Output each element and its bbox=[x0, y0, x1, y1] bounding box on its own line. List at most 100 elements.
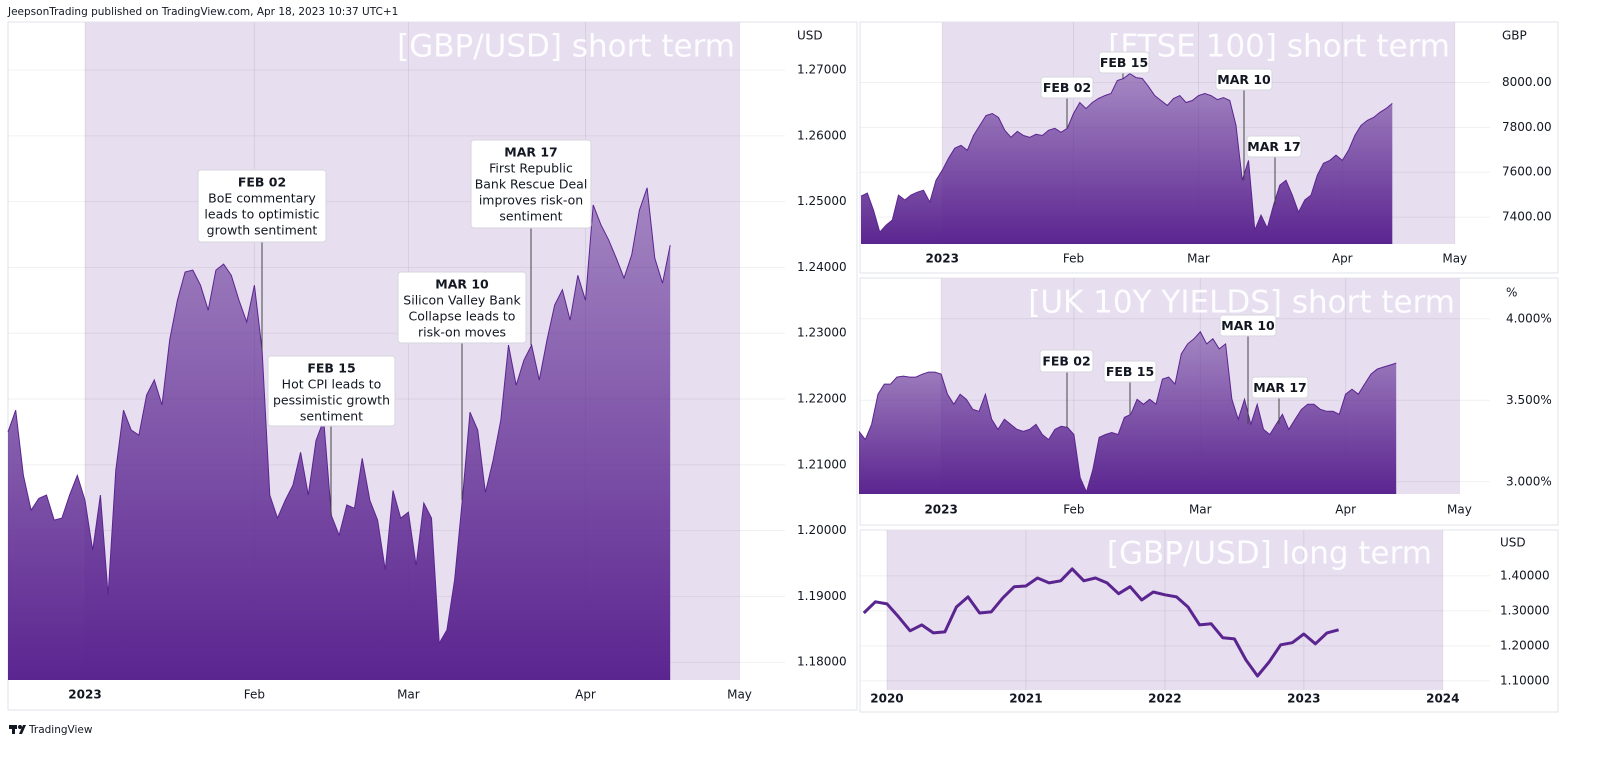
y-tick-label: 1.18000 bbox=[797, 655, 847, 669]
x-tick-label: 2023 bbox=[924, 503, 957, 517]
area-line bbox=[860, 72, 1393, 234]
area-line bbox=[7, 187, 671, 645]
y-tick-label: 1.20000 bbox=[1500, 638, 1550, 652]
area bbox=[859, 331, 1397, 494]
chart-title: [FTSE 100] short term bbox=[1108, 29, 1450, 65]
axis-unit: USD bbox=[1500, 536, 1526, 550]
annotation-date: MAR 17 bbox=[504, 145, 558, 160]
annotation-box bbox=[197, 169, 327, 243]
chart-title: [GBP/USD] short term bbox=[397, 29, 735, 65]
annotation-box bbox=[1103, 360, 1157, 383]
y-tick-label: 3.500% bbox=[1506, 393, 1552, 407]
x-tick-label: Feb bbox=[1063, 252, 1084, 266]
x-tick-label: 2020 bbox=[870, 692, 903, 706]
y-tick-label: 1.22000 bbox=[797, 392, 847, 406]
annotation-text: Silicon Valley Bank bbox=[403, 293, 521, 308]
chart-title: [GBP/USD] long term bbox=[1107, 536, 1432, 572]
x-tick-label: Apr bbox=[1332, 252, 1353, 266]
y-tick-label: 7400.00 bbox=[1502, 210, 1552, 224]
axis-unit: % bbox=[1506, 286, 1517, 300]
annotation-box bbox=[1098, 51, 1150, 74]
y-tick-label: 1.19000 bbox=[797, 589, 847, 603]
annotation-date: FEB 15 bbox=[1100, 55, 1148, 70]
annotation-text: Bank Rescue Deal bbox=[475, 177, 588, 192]
annotation-date: FEB 15 bbox=[307, 361, 355, 376]
annotation-date: MAR 17 bbox=[1253, 380, 1307, 395]
area bbox=[8, 187, 671, 681]
x-tick-label: Mar bbox=[1189, 503, 1212, 517]
y-tick-label: 1.23000 bbox=[797, 326, 847, 340]
annotation-box bbox=[1040, 76, 1094, 99]
x-tick-label: 2023 bbox=[1287, 692, 1320, 706]
x-tick-label: May bbox=[1442, 252, 1467, 266]
chart-panel: 1.10000 1.20000 1.30000 1.40000 USD 2020 2021 2… bbox=[859, 529, 1559, 713]
annotation-text: leads to optimistic bbox=[204, 207, 319, 222]
annotation-text: growth sentiment bbox=[207, 223, 318, 238]
annotation-date: MAR 10 bbox=[435, 277, 489, 292]
y-tick-label: 3.000% bbox=[1506, 474, 1552, 488]
annotation-date: MAR 10 bbox=[1217, 72, 1271, 87]
annotation-text: pessimistic growth bbox=[273, 393, 390, 408]
annotation-box bbox=[267, 355, 396, 427]
y-tick-label: 1.40000 bbox=[1500, 568, 1550, 582]
chart-panel: 3.000%3.500%4.000%%2023 Feb Mar Apr May[UK 1… bbox=[858, 277, 1559, 526]
annotation-text: improves risk-on bbox=[479, 193, 583, 208]
y-tick-label: 7600.00 bbox=[1502, 165, 1552, 179]
annotation-date: FEB 02 bbox=[1043, 80, 1091, 95]
y-tick-label: 1.30000 bbox=[1500, 603, 1550, 617]
x-tick-label: Apr bbox=[575, 688, 596, 702]
highlight-range bbox=[886, 530, 1443, 690]
y-tick-label: 1.20000 bbox=[797, 523, 847, 537]
annotation-date: FEB 02 bbox=[238, 175, 286, 190]
chart-panel: 7400.00 7600.00 7800.00 8000.00 GBP 2023 Feb Ma… bbox=[859, 21, 1559, 274]
y-tick-label: 7800.00 bbox=[1502, 120, 1552, 134]
annotation-box bbox=[1039, 349, 1094, 373]
annotation-box bbox=[1219, 314, 1277, 337]
x-tick-label: 2022 bbox=[1148, 692, 1181, 706]
x-tick-label: Feb bbox=[244, 688, 265, 702]
axis-unit: USD bbox=[797, 29, 823, 43]
y-tick-label: 1.21000 bbox=[797, 457, 847, 471]
annotation-box bbox=[470, 139, 592, 229]
annotation-box bbox=[397, 271, 527, 344]
annotation-text: sentiment bbox=[499, 209, 562, 224]
annotation-text: sentiment bbox=[300, 409, 363, 424]
brand-name: TradingView bbox=[28, 724, 93, 736]
x-tick-label: Mar bbox=[1187, 252, 1210, 266]
y-tick-label: 1.24000 bbox=[797, 260, 847, 274]
x-tick-label: Feb bbox=[1063, 503, 1084, 517]
annotation-text: BoE commentary bbox=[208, 191, 316, 206]
x-tick-label: 2021 bbox=[1009, 692, 1042, 706]
y-tick-label: 4.000% bbox=[1506, 311, 1552, 325]
annotation-date: MAR 17 bbox=[1247, 139, 1301, 154]
x-tick-label: Mar bbox=[397, 688, 420, 702]
publish-header: JeepsonTrading published on TradingView.… bbox=[7, 6, 398, 18]
axis-unit: GBP bbox=[1502, 29, 1527, 43]
x-tick-label: May bbox=[727, 688, 752, 702]
y-tick-label: 1.25000 bbox=[797, 194, 847, 208]
annotation-date: FEB 02 bbox=[1042, 354, 1090, 369]
line bbox=[862, 567, 1339, 678]
annotation-box bbox=[1246, 135, 1302, 158]
area bbox=[861, 73, 1393, 244]
area-line bbox=[858, 330, 1397, 494]
chart-panel: 1.18000 1.19000 1.20000 1.21000 1.22000 1.230… bbox=[7, 21, 858, 711]
y-tick-label: 8000.00 bbox=[1502, 75, 1552, 89]
annotation-text: risk-on moves bbox=[418, 325, 506, 340]
y-tick-label: 1.27000 bbox=[797, 63, 847, 77]
annotation-box bbox=[1215, 68, 1273, 91]
annotation-text: Hot CPI leads to bbox=[282, 377, 382, 392]
y-tick-label: 1.26000 bbox=[797, 128, 847, 142]
annotation-box bbox=[1251, 376, 1309, 399]
annotation-text: Collapse leads to bbox=[409, 309, 516, 324]
x-tick-label: May bbox=[1447, 503, 1472, 517]
annotation-date: MAR 10 bbox=[1221, 318, 1275, 333]
x-tick-label: 2023 bbox=[926, 252, 959, 266]
brand-logo bbox=[9, 725, 26, 734]
y-tick-label: 1.10000 bbox=[1500, 673, 1550, 687]
x-tick-label: 2023 bbox=[68, 688, 101, 702]
x-tick-label: Apr bbox=[1335, 503, 1356, 517]
x-tick-label: 2024 bbox=[1426, 692, 1459, 706]
annotation-date: FEB 15 bbox=[1106, 364, 1154, 379]
